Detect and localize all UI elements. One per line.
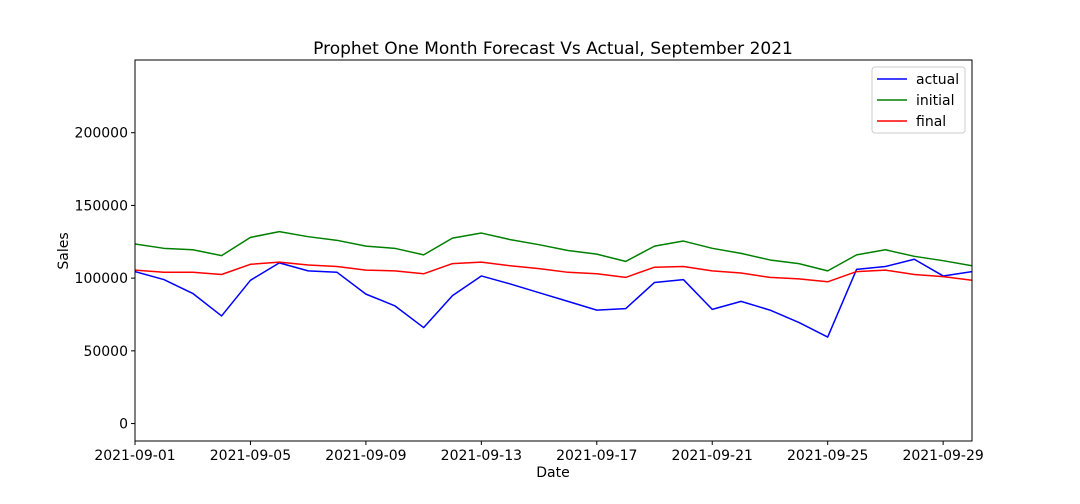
x-tick-label: 2021-09-29	[902, 448, 983, 464]
series-line-final	[135, 261, 972, 283]
x-tick-label: 2021-09-05	[210, 448, 291, 464]
series-line-initial	[135, 230, 972, 272]
x-axis-ticks: 2021-09-01 2021-09-05 2021-09-09 2021-09-13…	[94, 441, 984, 464]
x-tick-label: 2021-09-17	[556, 448, 637, 464]
y-tick-label: 0	[119, 417, 128, 433]
plot-area-frame	[134, 59, 973, 442]
x-tick-label: 2021-09-09	[325, 448, 406, 464]
y-tick-label: 50000	[83, 344, 128, 360]
y-tick-label: 100000	[75, 271, 128, 287]
x-tick-label: 2021-09-01	[94, 448, 175, 464]
chart-title: Prophet One Month Forecast Vs Actual, Se…	[313, 39, 793, 59]
x-tick-label: 2021-09-13	[441, 448, 522, 464]
legend-label-final: final	[916, 114, 946, 130]
x-tick-label: 2021-09-21	[672, 448, 753, 464]
y-axis-label: Sales	[56, 232, 72, 269]
series-layer	[135, 230, 972, 338]
legend-label-actual: actual	[916, 72, 959, 88]
y-tick-label: 200000	[75, 126, 128, 142]
series-line-actual	[135, 258, 972, 338]
y-tick-label: 150000	[75, 198, 128, 214]
legend: actual initial final	[871, 66, 966, 134]
x-tick-label: 2021-09-25	[787, 448, 868, 464]
legend-label-initial: initial	[916, 93, 955, 109]
legend-box	[871, 66, 966, 134]
x-axis-label: Date	[536, 465, 569, 481]
y-axis-ticks: 0 50000 100000 150000 200000	[75, 126, 135, 433]
